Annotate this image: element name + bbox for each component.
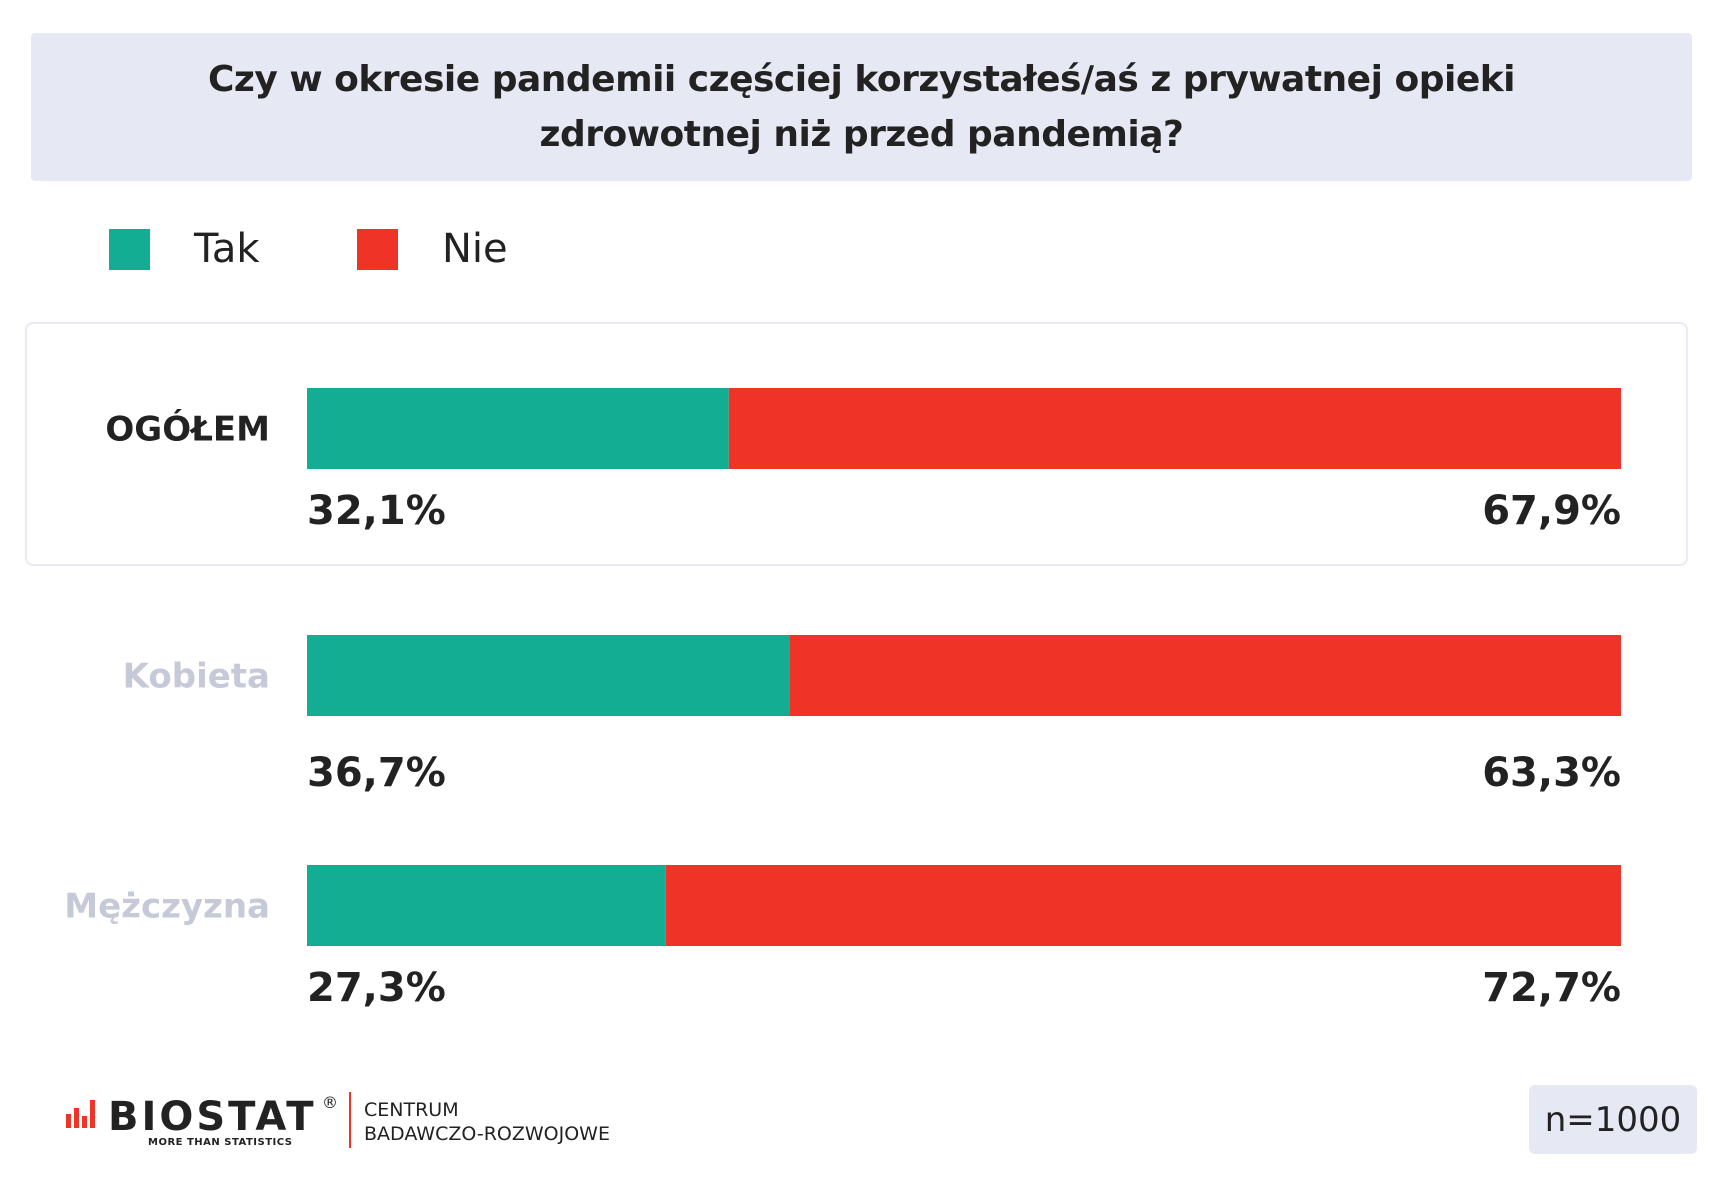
logo-tagline: MORE THAN STATISTICS (148, 1137, 292, 1148)
legend-swatch-tak (109, 228, 150, 270)
bar-nie (789, 635, 1621, 716)
bar-tak (307, 865, 666, 946)
category-label: Kobieta (123, 657, 270, 697)
bar-tak (307, 388, 729, 469)
category-label: OGÓŁEM (105, 409, 270, 450)
legend-swatch-nie (357, 228, 398, 270)
logo-sub-line1: CENTRUM (364, 1099, 459, 1121)
logo-sub-line2: BADAWCZO-ROZWOJOWE (364, 1123, 610, 1145)
bar-nie (665, 865, 1621, 946)
bar-tak (307, 635, 790, 716)
value-label-nie: 63,3% (1482, 750, 1621, 796)
legend-item-tak: Tak (109, 226, 260, 272)
chart-title: Czy w okresie pandemii częściej korzysta… (207, 59, 1516, 155)
legend-item-nie: Nie (357, 226, 508, 272)
logo-bars-icon (66, 1100, 95, 1128)
sample-size: n=1000 (1544, 1099, 1682, 1140)
category-label: Mężczyzna (64, 887, 270, 927)
value-label-nie: 67,9% (1482, 488, 1621, 534)
legend-label-tak: Tak (194, 226, 260, 272)
biostat-logo: BIOSTAT ® MORE THAN STATISTICS CENTRUM B… (66, 1092, 610, 1148)
legend-label-nie: Nie (442, 226, 508, 272)
value-label-tak: 27,3% (307, 965, 446, 1011)
value-label-nie: 72,7% (1482, 965, 1621, 1011)
logo-word: BIOSTAT (108, 1094, 317, 1140)
bar-nie (728, 388, 1621, 469)
value-label-tak: 36,7% (307, 750, 446, 796)
title-banner: Czy w okresie pandemii częściej korzysta… (31, 33, 1692, 181)
logo-divider (349, 1092, 351, 1148)
sample-size-badge: n=1000 (1529, 1085, 1697, 1154)
value-label-tak: 32,1% (307, 488, 446, 534)
logo-registered-mark: ® (322, 1093, 338, 1112)
